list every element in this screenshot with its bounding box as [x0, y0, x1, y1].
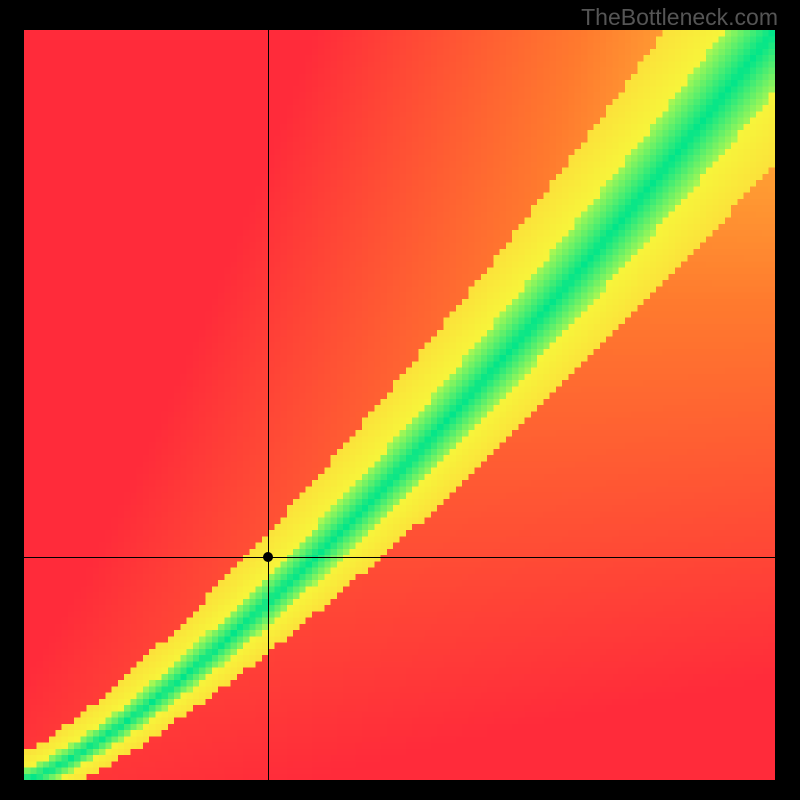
crosshair-horizontal	[24, 557, 775, 558]
chart-container: { "watermark": { "text": "TheBottleneck.…	[0, 0, 800, 800]
watermark-text: TheBottleneck.com	[581, 4, 778, 31]
bottleneck-heatmap	[24, 30, 775, 780]
crosshair-vertical	[268, 30, 269, 780]
